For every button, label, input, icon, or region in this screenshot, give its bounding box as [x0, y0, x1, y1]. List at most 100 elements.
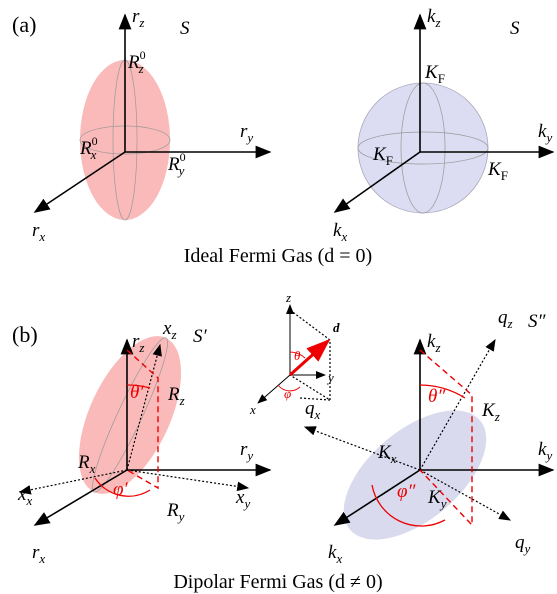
label-sub: x — [38, 551, 45, 566]
label: S — [510, 18, 520, 39]
label-main: q — [305, 398, 315, 419]
label: θ′ — [130, 382, 144, 403]
label-sub: F — [501, 168, 508, 183]
label: xx — [17, 484, 32, 508]
label-sub: y — [177, 163, 185, 178]
label-main: θ′ — [130, 382, 144, 403]
label-sub: x — [89, 461, 96, 476]
label-main: φ — [284, 386, 291, 401]
panel-b-shapes — [20, 305, 553, 564]
label-main: R — [77, 452, 90, 473]
label: S″ — [528, 311, 547, 332]
label-sub: x — [390, 451, 397, 466]
panel-tag: (a) — [12, 12, 36, 37]
label: θ″ — [428, 386, 446, 407]
label-main: S — [510, 18, 520, 39]
label-sub: F — [386, 153, 393, 168]
label: ry — [240, 439, 253, 463]
label-main: x — [249, 402, 256, 417]
label-sub: x — [314, 407, 321, 422]
label: Kz — [481, 400, 500, 424]
label-main: q — [515, 532, 525, 553]
label: z — [285, 290, 291, 305]
label-sup: 0 — [92, 134, 98, 148]
label-sub: y — [523, 541, 531, 556]
label: kx — [333, 220, 347, 244]
label-sub: y — [242, 496, 250, 511]
label: qy — [515, 532, 531, 556]
label-main: d — [333, 320, 340, 335]
label-sub: z — [138, 15, 144, 30]
label-sup: 0 — [140, 48, 146, 62]
label-main: S′ — [193, 326, 208, 347]
label-sub: F — [438, 71, 445, 86]
label-main: z — [285, 290, 291, 305]
label: KF — [424, 62, 445, 86]
label: kz — [427, 6, 441, 30]
label-sub: z — [138, 340, 144, 355]
label: φ′ — [113, 479, 129, 500]
label: x — [249, 402, 256, 417]
label: d — [333, 320, 340, 335]
label: θ — [294, 348, 301, 363]
panel-tag: (b) — [12, 322, 38, 347]
label-sub: z — [138, 61, 144, 76]
label-sub: z — [434, 340, 440, 355]
label-main: R — [167, 384, 180, 405]
label: kz — [427, 331, 441, 355]
label-sub: y — [544, 448, 552, 463]
label-sub: x — [340, 229, 347, 244]
label: φ — [284, 386, 291, 401]
label-sub: x — [90, 147, 97, 162]
label-sub: z — [494, 409, 500, 424]
label: xz — [162, 318, 177, 342]
label: ky — [538, 439, 552, 463]
label: kx — [328, 542, 342, 566]
label: qx — [305, 398, 321, 422]
label-main: S″ — [528, 311, 547, 332]
caption: Ideal Fermi Gas (d = 0) — [184, 245, 372, 267]
label-sub: y — [439, 496, 447, 511]
label-main: θ — [294, 348, 301, 363]
label: xy — [235, 487, 250, 511]
label-sub: x — [38, 229, 45, 244]
label: ry — [240, 121, 253, 145]
label: ky — [538, 121, 552, 145]
label-main: S — [180, 18, 190, 39]
label-sup: 0 — [180, 150, 186, 164]
label-main: y — [326, 370, 334, 385]
label-sub: z — [179, 393, 185, 408]
label-main: φ″ — [397, 481, 417, 502]
label-main: R — [166, 500, 179, 521]
label: Ry — [166, 500, 185, 524]
label: S′ — [193, 326, 208, 347]
label-sub: y — [177, 509, 185, 524]
caption: Dipolar Fermi Gas (d ≠ 0) — [173, 571, 382, 593]
label: y — [326, 370, 334, 385]
label: Rz — [167, 384, 185, 408]
label-sub: y — [245, 448, 253, 463]
label: S — [180, 18, 190, 39]
label: rz — [132, 331, 144, 355]
label-sub: y — [544, 130, 552, 145]
label-sub: y — [245, 130, 253, 145]
label: rx — [32, 220, 45, 244]
label-main: q — [498, 307, 508, 328]
label-main: θ″ — [428, 386, 446, 407]
label-sub: z — [434, 15, 440, 30]
label-sub: z — [170, 327, 176, 342]
panel-a-shapes — [35, 15, 553, 220]
label: rx — [32, 542, 45, 566]
label: rz — [132, 6, 144, 30]
label-main: φ′ — [113, 479, 129, 500]
label: φ″ — [397, 481, 417, 502]
label: qz — [498, 307, 513, 331]
label-sub: x — [335, 551, 342, 566]
label-sub: x — [25, 493, 32, 508]
label-sub: z — [507, 316, 513, 331]
label: KF — [487, 159, 508, 183]
diagram: (a) Ideal Fermi Gas (d = 0) (b) Dipolar … — [0, 0, 557, 594]
